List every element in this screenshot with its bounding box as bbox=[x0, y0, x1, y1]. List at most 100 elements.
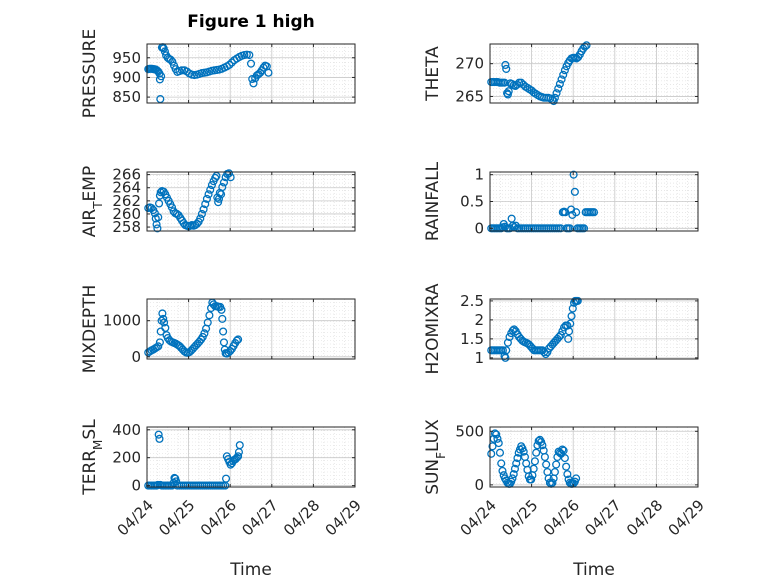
data-point bbox=[159, 314, 168, 323]
data-point bbox=[579, 224, 589, 233]
y-tick-label: 1 bbox=[474, 166, 484, 184]
data-point bbox=[494, 439, 503, 448]
data-point bbox=[200, 329, 209, 338]
data-point bbox=[214, 194, 224, 203]
y-tick-label: 258 bbox=[112, 218, 141, 236]
data-point bbox=[232, 336, 241, 345]
y-tick-label: 1.5 bbox=[460, 330, 484, 348]
data-point bbox=[155, 338, 164, 347]
y-axis-label: MIXDEPTH bbox=[80, 285, 100, 374]
data-point bbox=[218, 183, 227, 192]
y-tick-label: 264 bbox=[112, 179, 141, 197]
y-tick-label: 260 bbox=[112, 205, 141, 223]
plot-area bbox=[490, 44, 698, 103]
data-point bbox=[234, 335, 243, 344]
data-point bbox=[557, 75, 566, 84]
y-tick-label: 2 bbox=[474, 311, 484, 329]
x-tick-label: 04/25 bbox=[498, 496, 541, 539]
x-tick-label: 04/28 bbox=[280, 496, 323, 539]
axes-box bbox=[146, 171, 356, 232]
data-point bbox=[538, 441, 547, 450]
y-axis-label-subscript: T bbox=[91, 201, 105, 210]
data-point bbox=[550, 93, 559, 102]
x-tick-label: 04/29 bbox=[322, 496, 365, 539]
y-tick-label: 270 bbox=[455, 55, 484, 73]
data-point bbox=[573, 296, 582, 305]
y-axis-label-part: SL bbox=[80, 419, 100, 440]
data-point bbox=[245, 50, 254, 60]
x-tick-label: 04/29 bbox=[665, 496, 708, 539]
data-point bbox=[264, 68, 273, 77]
x-tick-label: 04/24 bbox=[457, 496, 500, 539]
data-point bbox=[202, 194, 211, 203]
data-point bbox=[527, 475, 536, 484]
y-axis-label-part: AIR bbox=[80, 209, 100, 238]
x-tick-label: 04/25 bbox=[155, 496, 198, 539]
y-tick-label: 850 bbox=[112, 88, 141, 106]
y-axis-label: H2OMIXRA bbox=[423, 283, 443, 374]
axes-box bbox=[489, 298, 699, 360]
y-axis-label-part: EMP bbox=[80, 166, 100, 202]
data-point bbox=[201, 200, 210, 209]
y-axis-label: RAINFALL bbox=[423, 161, 443, 241]
data-point bbox=[589, 208, 599, 217]
data-point bbox=[227, 58, 236, 67]
data-point bbox=[572, 208, 581, 217]
data-point bbox=[566, 319, 575, 328]
data-point bbox=[540, 452, 549, 462]
plot-area bbox=[147, 172, 355, 231]
data-point bbox=[548, 478, 557, 487]
data-point bbox=[556, 331, 565, 340]
data-point bbox=[246, 59, 256, 68]
data-point bbox=[153, 480, 162, 489]
y-tick-label: 1000 bbox=[103, 312, 141, 330]
data-point bbox=[503, 338, 512, 347]
y-tick-label: 0 bbox=[474, 476, 484, 494]
data-point bbox=[154, 213, 163, 222]
data-point bbox=[204, 190, 213, 199]
y-tick-label: 400 bbox=[112, 421, 141, 439]
data-point bbox=[196, 214, 205, 223]
data-point bbox=[502, 346, 511, 355]
data-point bbox=[219, 327, 228, 336]
figure-title: Figure 1 high bbox=[187, 12, 315, 32]
data-point bbox=[560, 66, 569, 75]
data-point bbox=[510, 464, 520, 473]
y-tick-label: 0 bbox=[474, 219, 484, 237]
data-point bbox=[501, 353, 510, 362]
data-point bbox=[529, 464, 538, 473]
data-point bbox=[218, 314, 227, 323]
y-tick-label: 500 bbox=[455, 422, 484, 440]
axes-box bbox=[146, 426, 356, 488]
data-point bbox=[495, 448, 505, 457]
data-point bbox=[570, 187, 579, 196]
data-point bbox=[249, 79, 258, 88]
data-point bbox=[509, 470, 518, 479]
data-point bbox=[559, 446, 568, 455]
y-axis-label: TERRMSL bbox=[80, 419, 105, 496]
data-point bbox=[206, 185, 215, 194]
data-point bbox=[160, 318, 169, 327]
data-point bbox=[154, 430, 163, 439]
data-point bbox=[197, 209, 206, 219]
data-point bbox=[168, 57, 177, 66]
data-point bbox=[519, 447, 528, 456]
data-point bbox=[554, 84, 563, 93]
data-point bbox=[559, 70, 568, 79]
data-point bbox=[512, 459, 521, 468]
axes-box bbox=[146, 43, 356, 104]
y-axis-label: AIRTEMP bbox=[80, 166, 105, 237]
data-point bbox=[488, 442, 497, 451]
y-axis-label-part: TERR bbox=[80, 450, 100, 496]
data-point bbox=[560, 454, 569, 463]
data-point bbox=[540, 348, 549, 357]
data-point bbox=[207, 181, 216, 190]
y-tick-label: 0.5 bbox=[460, 193, 484, 211]
y-tick-label: 0 bbox=[131, 477, 141, 495]
data-point bbox=[508, 474, 517, 483]
y-axis-label-subscript: F bbox=[434, 452, 448, 459]
